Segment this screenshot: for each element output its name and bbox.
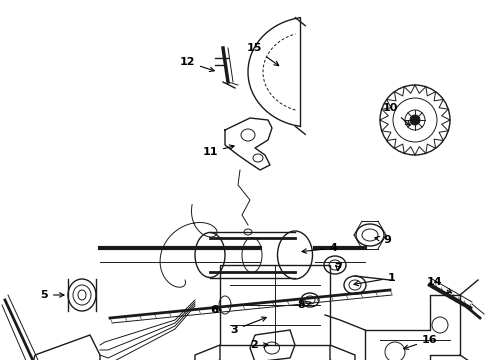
Text: 16: 16	[404, 335, 438, 350]
Text: 8: 8	[297, 300, 311, 310]
Text: 14: 14	[426, 277, 452, 293]
Text: 11: 11	[202, 145, 234, 157]
Text: 13: 13	[0, 359, 1, 360]
Circle shape	[410, 115, 420, 125]
Text: 5: 5	[40, 290, 64, 300]
Text: 7: 7	[334, 263, 342, 273]
Text: 6: 6	[210, 305, 221, 315]
Text: 3: 3	[230, 317, 266, 335]
Text: 15: 15	[246, 43, 279, 66]
Text: 1: 1	[354, 273, 395, 286]
Text: 4: 4	[302, 243, 338, 253]
Text: 2: 2	[250, 340, 268, 350]
Text: 12: 12	[179, 57, 214, 72]
Text: 9: 9	[375, 235, 391, 245]
Text: 10: 10	[383, 103, 410, 125]
